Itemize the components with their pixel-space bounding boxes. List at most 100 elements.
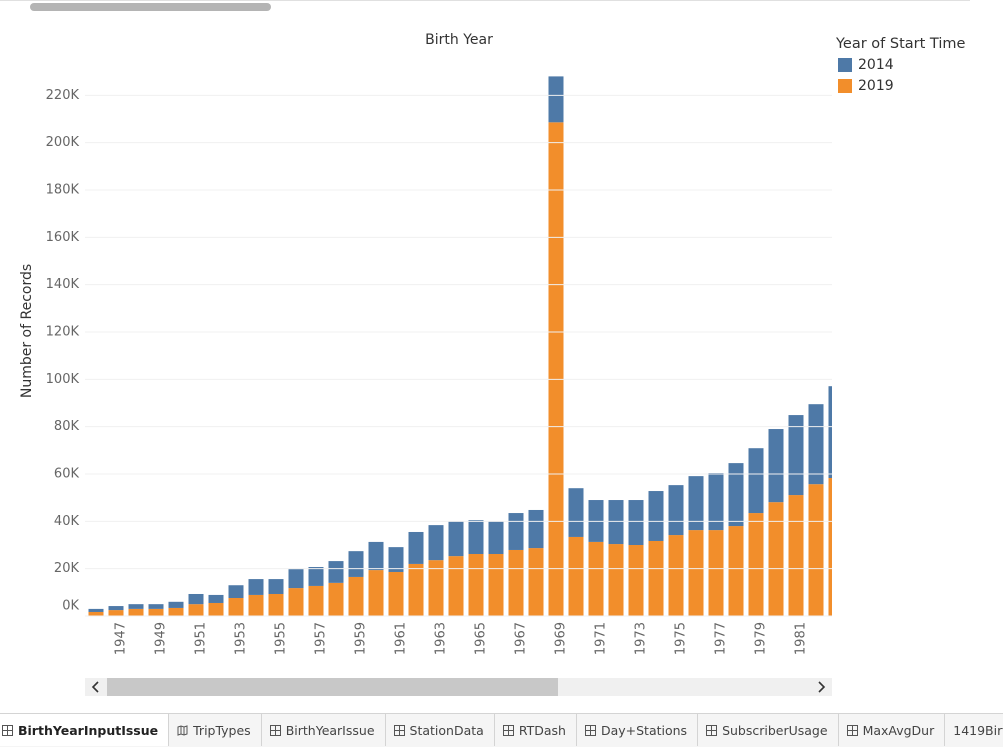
bar-segment [588, 541, 604, 616]
bar-segment [748, 513, 764, 616]
sheet-tab[interactable]: RTDash [495, 714, 577, 746]
bar-segment [328, 582, 344, 616]
tab-icon [502, 724, 514, 736]
bar-segment [428, 560, 444, 616]
x-tick-label: 1961 [394, 622, 409, 655]
y-tick-label: 180K [46, 183, 80, 198]
bar-segment [208, 594, 224, 603]
x-tick-label: 1957 [314, 622, 329, 655]
y-tick-label: 80K [54, 419, 80, 434]
tab-icon [706, 724, 718, 736]
bar-segment [368, 570, 384, 616]
bar-segment [188, 593, 204, 605]
tab-label: MaxAvgDur [862, 722, 935, 738]
bar-segment [168, 607, 184, 616]
bar-segment [248, 579, 264, 595]
bar-segment [268, 593, 284, 616]
sheet-tab[interactable]: StationData [386, 714, 495, 746]
tab-label: SubscriberUsage [722, 722, 828, 738]
y-tick-label: 40K [54, 514, 80, 529]
bar-segment [688, 476, 704, 531]
y-tick-label: 140K [46, 277, 80, 292]
bar-segment [248, 594, 264, 616]
y-tick-label: 100K [46, 372, 80, 387]
sheet-tabs: BirthYearInputIssue TripTypes BirthYearIss… [0, 713, 1003, 747]
bar-segment [728, 526, 744, 616]
bar-segment [88, 611, 104, 616]
y-axis-label: Number of Records [19, 264, 35, 398]
h-scroll-thumb[interactable] [107, 678, 558, 696]
bar-segment [788, 495, 804, 616]
bar-segment [548, 76, 564, 123]
chart-title: Birth Year [425, 32, 493, 48]
bar-segment [428, 525, 444, 561]
tab-label: BirthYearIssue [285, 722, 375, 738]
bar-segment [448, 521, 464, 557]
bar-segment [228, 585, 244, 599]
bar-segment [488, 521, 504, 554]
bar-segment [408, 563, 424, 616]
bar-segment [108, 610, 124, 616]
bar-segment [368, 541, 384, 571]
sheet-tab[interactable]: 1419BirthYear [945, 714, 1003, 746]
sheet-tab[interactable]: BirthYearInputIssue [0, 714, 170, 746]
x-tick-label: 1967 [514, 622, 529, 655]
top-scroll-thumb[interactable] [30, 3, 271, 11]
bar-segment [628, 500, 644, 545]
bar-segment [648, 540, 664, 616]
bar-segment [288, 569, 304, 589]
x-tick-label: 1955 [274, 622, 289, 655]
sheet-tab[interactable]: Day+Stations [577, 714, 699, 746]
bar-segment [648, 491, 664, 541]
bar-segment [828, 386, 832, 479]
tab-icon [2, 724, 13, 736]
bar-segment [208, 602, 224, 616]
bar-segment [828, 478, 832, 616]
bar-segment [608, 544, 624, 616]
bar-segment [668, 485, 684, 536]
bar-segment [268, 579, 284, 594]
bar-segment [168, 601, 184, 608]
tab-icon [584, 724, 596, 736]
bar-segment [508, 549, 524, 616]
y-tick-label: 160K [46, 230, 80, 245]
x-tick-label: 1971 [594, 622, 609, 655]
bar-segment [768, 429, 784, 503]
legend-title: Year of Start Time [835, 36, 965, 52]
x-tick-label: 1977 [714, 622, 729, 655]
sheet-tab[interactable]: BirthYearIssue [262, 714, 386, 746]
tab-icon [269, 724, 281, 736]
scroll-right-arrow[interactable] [818, 681, 826, 693]
bar-segment [128, 604, 144, 609]
x-tick-label: 1951 [194, 622, 209, 655]
x-tick-label: 1947 [114, 622, 129, 655]
bar-segment [148, 604, 164, 609]
tab-icon [177, 724, 188, 736]
x-tick-label: 1975 [674, 622, 689, 655]
tab-label: BirthYearInputIssue [18, 722, 159, 738]
x-tick-label: 1979 [754, 622, 769, 655]
tab-label: Day+Stations [600, 722, 688, 738]
bar-segment [308, 585, 324, 616]
bar-segment [148, 608, 164, 616]
x-tick-label: 1969 [554, 622, 569, 655]
scroll-left-arrow[interactable] [91, 681, 99, 693]
bar-segment [348, 551, 364, 577]
tab-label: TripTypes [193, 722, 251, 738]
bar-segment [288, 588, 304, 616]
x-tick-label: 1965 [474, 622, 489, 655]
sheet-tab[interactable]: MaxAvgDur [839, 714, 946, 746]
bar-segment [688, 530, 704, 616]
x-tick-label: 1953 [234, 622, 249, 655]
sheet-tab[interactable]: TripTypes [169, 714, 262, 746]
bar-segment [748, 448, 764, 514]
tab-icon [846, 724, 858, 736]
plot-area [88, 76, 832, 617]
sheet-tab[interactable]: SubscriberUsage [698, 714, 839, 746]
bar-segment [568, 488, 584, 537]
bar-segment [768, 502, 784, 616]
y-tick-label: 0K [62, 599, 79, 614]
legend-label: 2019 [858, 78, 894, 94]
chart: Birth Year Number of Records Year of Sta… [0, 0, 970, 696]
bar-segment [508, 513, 524, 550]
